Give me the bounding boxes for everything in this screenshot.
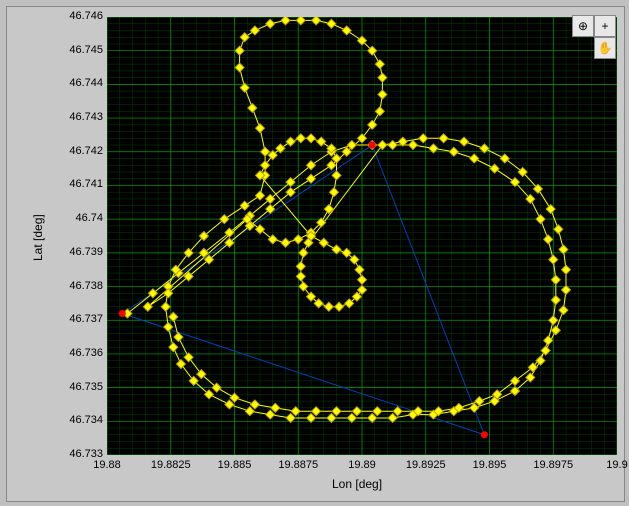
x-axis-label: Lon [deg] (332, 477, 382, 491)
x-tick-label: 19.885 (215, 459, 255, 471)
x-tick-label: 19.89 (342, 459, 382, 471)
y-tick-label: 46.742 (57, 145, 103, 157)
pan-icon[interactable]: ✋ (594, 37, 616, 59)
y-tick-label: 46.733 (57, 448, 103, 460)
y-tick-label: 46.738 (57, 280, 103, 292)
x-tick-label: 19.895 (470, 459, 510, 471)
y-tick-label: 46.746 (57, 10, 103, 22)
plot-toolbar: ⊕ + ✋ (572, 15, 616, 59)
plot-area[interactable] (107, 17, 617, 455)
x-tick-label: 19.9 (597, 459, 629, 471)
y-tick-label: 46.743 (57, 111, 103, 123)
y-tick-label: 46.741 (57, 178, 103, 190)
y-tick-label: 46.734 (57, 414, 103, 426)
y-tick-label: 46.737 (57, 313, 103, 325)
chart-frame: 19.88 19.8825 19.885 19.8875 19.89 19.8925 19.… (6, 6, 625, 502)
y-tick-label: 46.744 (57, 77, 103, 89)
y-tick-label: 46.739 (57, 246, 103, 258)
y-tick-label: 46.74 (57, 212, 103, 224)
zoom-icon[interactable]: ⊕ (572, 15, 594, 37)
x-tick-label: 19.8925 (406, 459, 446, 471)
x-tick-label: 19.8825 (151, 459, 191, 471)
x-tick-label: 19.8875 (278, 459, 318, 471)
y-tick-label: 46.736 (57, 347, 103, 359)
x-tick-label: 19.88 (87, 459, 127, 471)
y-tick-label: 46.735 (57, 381, 103, 393)
x-tick-label: 19.8975 (533, 459, 573, 471)
y-tick-label: 46.745 (57, 44, 103, 56)
zoom-plus-icon[interactable]: + (594, 15, 616, 37)
y-axis-label: Lat [deg] (31, 214, 45, 261)
